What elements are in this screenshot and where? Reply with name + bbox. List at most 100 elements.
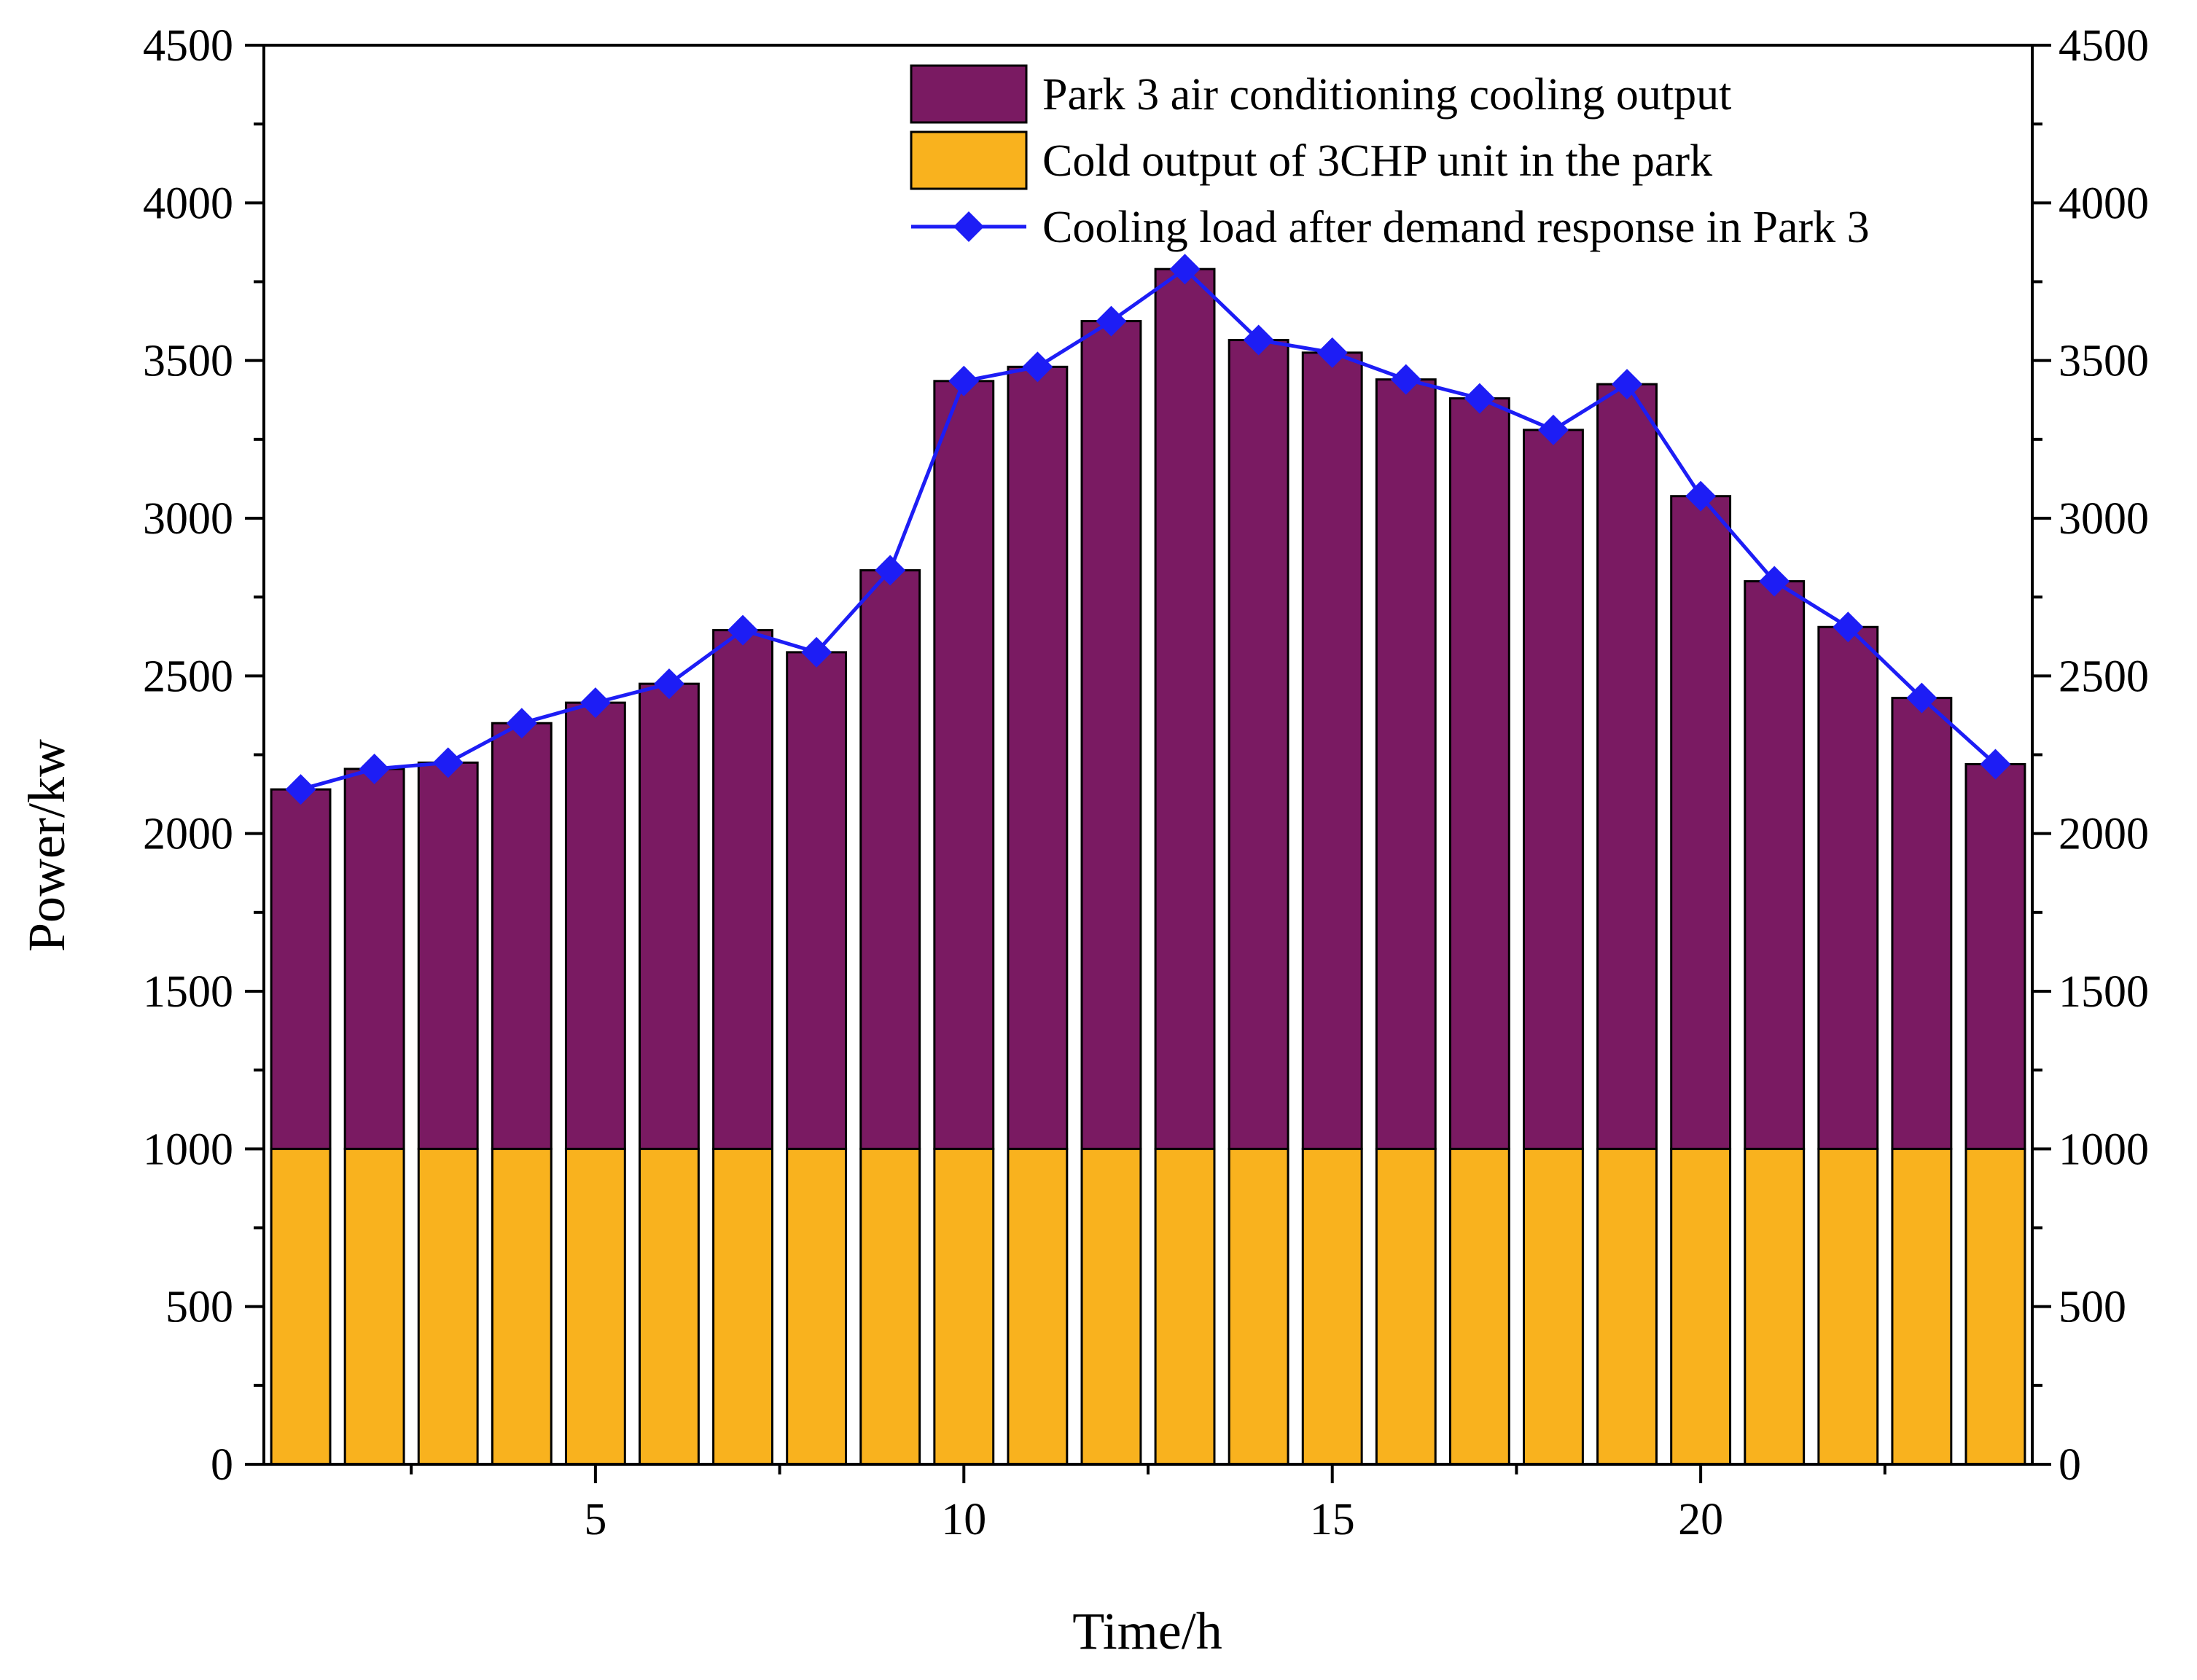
legend-label-2: Cooling load after demand response in Pa…: [1042, 203, 1870, 252]
y-tick-label-right-4000: 4000: [2059, 179, 2149, 228]
bar-series0-x20: [1670, 1147, 1732, 1466]
bar-layer: [270, 267, 2026, 1466]
legend-swatch-0: [910, 130, 1028, 190]
bar-series1-x6: [639, 682, 700, 1150]
y-tick-label-left-0: 0: [211, 1440, 233, 1490]
bar-series1-x20: [1670, 495, 1732, 1150]
bar-series1-x4: [491, 722, 553, 1150]
bar-series0-x21: [1744, 1147, 1806, 1466]
bar-series1-x5: [564, 701, 626, 1150]
bar-series1-x21: [1744, 580, 1806, 1150]
bar-series0-x23: [1891, 1147, 1953, 1466]
bar-series0-x4: [491, 1147, 553, 1466]
bar-series0-x16: [1375, 1147, 1437, 1466]
bar-series1-x10: [933, 380, 995, 1150]
bar-series1-x12: [1080, 320, 1142, 1150]
x-tick-label-10: 10: [941, 1495, 986, 1544]
y-tick-label-right-1500: 1500: [2059, 967, 2149, 1017]
y-tick-label-left-2000: 2000: [143, 810, 233, 859]
legend-swatch-1: [910, 64, 1028, 124]
bar-series1-x2: [343, 767, 405, 1150]
bar-series0-x19: [1596, 1147, 1658, 1466]
x-tick-label-5: 5: [584, 1495, 606, 1544]
bar-series0-x5: [564, 1147, 626, 1466]
bar-series0-x3: [417, 1147, 479, 1466]
y-tick-label-right-2000: 2000: [2059, 810, 2149, 859]
line-point-x19: [1612, 369, 1643, 400]
x-tick-label-15: 15: [1310, 1495, 1355, 1544]
series-line-2: [300, 266, 1997, 792]
line-point-x11: [1022, 351, 1053, 383]
legend-label-1: Park 3 air conditioning cooling output: [1042, 70, 1731, 120]
line-point-x8: [801, 636, 832, 668]
bar-series0-x14: [1228, 1147, 1289, 1466]
y-tick-label-right-1000: 1000: [2059, 1125, 2149, 1174]
y-tick-label-left-1000: 1000: [143, 1125, 233, 1174]
line-point-x5: [580, 687, 611, 719]
y-tick-label-left-500: 500: [165, 1283, 233, 1332]
y-tick-label-right-4500: 4500: [2059, 21, 2149, 71]
y-tick-label-left-1500: 1500: [143, 967, 233, 1017]
line-point-x1: [285, 774, 316, 805]
bar-series1-x7: [712, 629, 773, 1150]
bar-series0-x17: [1448, 1147, 1510, 1466]
line-point-x12: [1096, 305, 1127, 337]
tick-layer: 0 500 1000 1500 2000 2500 3000 3500 4000 4500 0 500…: [143, 21, 2149, 1544]
bar-series1-x18: [1523, 429, 1584, 1150]
bar-series0-x13: [1154, 1147, 1216, 1466]
bar-series0-x8: [786, 1147, 848, 1466]
bar-series0-x11: [1007, 1147, 1069, 1466]
bar-series1-x17: [1448, 397, 1510, 1150]
line-point-x20: [1685, 480, 1717, 512]
bar-series1-x19: [1596, 383, 1658, 1150]
bar-series0-x12: [1080, 1147, 1142, 1466]
line-point-x4: [506, 708, 537, 739]
bar-series1-x3: [417, 761, 479, 1150]
y-tick-label-right-0: 0: [2059, 1440, 2081, 1490]
y-tick-label-left-2500: 2500: [143, 652, 233, 701]
bar-series1-x15: [1301, 351, 1363, 1150]
line-layer: [285, 254, 2011, 805]
legend-marker-2: [953, 211, 984, 242]
y-tick-label-right-3500: 3500: [2059, 337, 2149, 386]
bar-series1-x24: [1964, 762, 2026, 1150]
y-tick-label-right-3000: 3000: [2059, 494, 2149, 544]
line-point-x15: [1316, 337, 1348, 368]
y-tick-label-right-500: 500: [2059, 1283, 2126, 1332]
line-point-x21: [1759, 566, 1790, 597]
line-point-x23: [1906, 682, 1938, 714]
line-point-x17: [1464, 383, 1495, 414]
bar-series1-x11: [1007, 365, 1069, 1150]
bar-series1-x22: [1817, 625, 1879, 1150]
line-point-x24: [1980, 749, 2011, 780]
x-tick-label-20: 20: [1678, 1495, 1723, 1544]
bar-series1-x1: [270, 788, 332, 1150]
y-tick-label-left-3000: 3000: [143, 494, 233, 544]
bar-series0-x2: [343, 1147, 405, 1466]
bar-series0-x22: [1817, 1147, 1879, 1466]
y-axis-title: Power/kw: [17, 739, 76, 952]
line-point-x13: [1169, 254, 1201, 285]
line-point-x16: [1390, 364, 1421, 395]
bar-series0-x18: [1523, 1147, 1584, 1466]
line-point-x7: [727, 614, 759, 646]
legend: Park 3 air conditioning cooling output Co…: [910, 64, 1870, 252]
line-point-x10: [948, 365, 980, 396]
bar-series0-x1: [270, 1147, 332, 1466]
line-point-x18: [1537, 414, 1569, 445]
bar-series1-x23: [1891, 697, 1953, 1150]
bar-series0-x7: [712, 1147, 773, 1466]
bar-series1-x8: [786, 651, 848, 1150]
bar-series1-x13: [1154, 267, 1216, 1150]
line-point-x14: [1243, 324, 1274, 356]
bar-series0-x24: [1964, 1147, 2026, 1466]
bar-series1-x9: [859, 569, 921, 1150]
line-point-x9: [875, 555, 906, 586]
y-tick-label-left-4500: 4500: [143, 21, 233, 71]
y-tick-label-left-4000: 4000: [143, 179, 233, 228]
line-point-x6: [653, 668, 684, 700]
x-axis-title: Time/h: [1072, 1602, 1222, 1660]
bar-series1-x16: [1375, 378, 1437, 1150]
bar-series1-x14: [1228, 339, 1289, 1150]
